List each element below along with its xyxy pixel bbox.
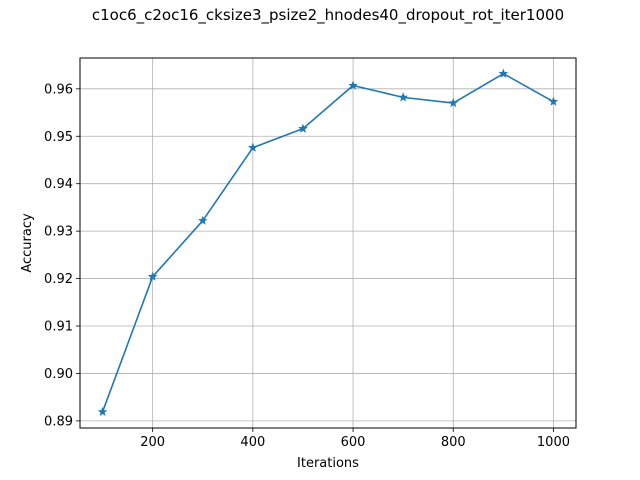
data-point-star [448, 98, 459, 108]
y-tick-label: 0.93 [44, 225, 73, 240]
series-line [101, 72, 554, 413]
data-point-star [97, 406, 108, 416]
y-tick-label: 0.89 [44, 414, 73, 429]
x-axis-label: Iterations [297, 456, 359, 471]
data-point-star [147, 271, 158, 281]
grid [80, 58, 576, 428]
data-point-star [298, 123, 308, 133]
y-tick-label: 0.90 [44, 367, 73, 382]
chart-title: c1oc6_c2oc16_cksize3_psize2_hnodes40_dro… [92, 6, 564, 25]
data-point-star [398, 92, 408, 102]
plot-area-frame [79, 57, 577, 429]
y-axis-label: Accuracy [20, 213, 35, 273]
y-tick-label: 0.95 [44, 130, 73, 145]
axis-ticks: 200 400 600 800 1000 0.89 0.90 0.91 0.92 0.93 0.94… [44, 82, 570, 450]
data-point-star [348, 80, 358, 90]
data-point-star [548, 96, 559, 106]
y-tick-label: 0.92 [44, 272, 73, 287]
x-tick-label: 800 [441, 435, 466, 450]
y-tick-label: 0.94 [44, 177, 73, 192]
x-tick-label: 400 [240, 435, 265, 450]
data-point-star [197, 215, 208, 225]
data-point-star [248, 142, 258, 152]
y-tick-label: 0.96 [44, 82, 73, 97]
x-tick-label: 1000 [537, 435, 570, 450]
x-tick-label: 600 [341, 435, 366, 450]
x-tick-label: 200 [140, 435, 165, 450]
data-point-star [498, 68, 509, 78]
series-layer [97, 68, 559, 416]
y-tick-label: 0.91 [44, 320, 73, 335]
